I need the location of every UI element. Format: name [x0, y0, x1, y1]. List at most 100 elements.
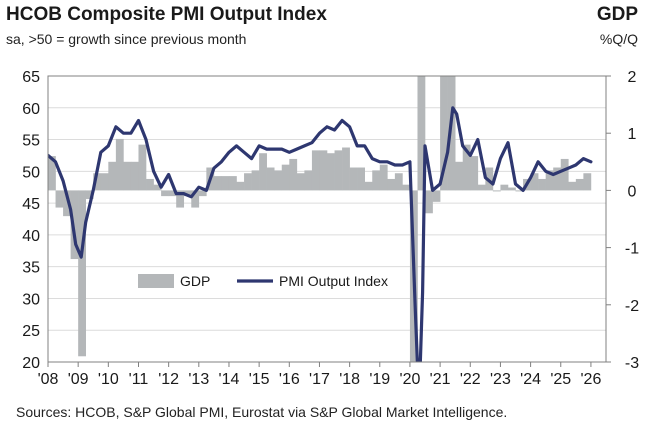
- gdp-bar: [477, 184, 486, 191]
- gdp-bar: [575, 178, 584, 191]
- gdp-bar: [70, 190, 79, 260]
- gdp-bar: [372, 170, 381, 191]
- x-tick-label: '16: [279, 371, 300, 388]
- gdp-bar: [568, 181, 577, 191]
- gdp-bar: [108, 161, 117, 191]
- gdp-bar: [560, 158, 569, 191]
- right-tick-label: -3: [625, 355, 639, 372]
- left-tick-label: 20: [22, 355, 40, 372]
- gdp-bar: [583, 173, 592, 191]
- x-tick-label: '14: [219, 371, 240, 388]
- x-tick-label: '12: [158, 371, 179, 388]
- x-tick-label: '21: [430, 371, 451, 388]
- gdp-bar: [266, 167, 275, 191]
- gdp-bar: [168, 190, 177, 197]
- gdp-bar: [379, 164, 388, 191]
- gdp-bar: [274, 170, 283, 191]
- gdp-bar: [146, 178, 154, 191]
- gdp-bar: [357, 167, 366, 191]
- left-tick-label: 65: [22, 69, 40, 86]
- gdp-bar: [364, 181, 373, 191]
- gdp-bar: [63, 190, 71, 217]
- left-tick-label: 55: [22, 133, 40, 150]
- left-tick-label: 30: [22, 291, 40, 308]
- x-tick-label: '22: [460, 371, 481, 388]
- gdp-bar: [349, 167, 358, 191]
- gdp-bar: [327, 153, 335, 191]
- x-tick-label: '09: [68, 371, 89, 388]
- x-tick-label: '19: [369, 371, 390, 388]
- gdp-bar: [48, 156, 56, 191]
- right-tick-label: 1: [628, 126, 637, 143]
- right-axis-unit: %Q/Q: [599, 31, 638, 47]
- gdp-bar: [153, 184, 162, 191]
- gdp-bar: [530, 173, 539, 191]
- gdp-bar: [334, 150, 343, 191]
- gdp-bar: [425, 190, 433, 214]
- gdp-bar: [236, 181, 245, 191]
- gdp-bar: [319, 150, 328, 191]
- gdp-bar: [198, 190, 207, 197]
- gdp-bar: [342, 147, 350, 191]
- x-tick-label: '17: [309, 371, 330, 388]
- x-tick-label: '26: [580, 371, 601, 388]
- left-tick-label: 45: [22, 196, 40, 213]
- left-tick-label: 35: [22, 260, 40, 277]
- gdp-bar: [191, 190, 200, 208]
- gdp-bar: [221, 176, 230, 191]
- x-tick-label: '18: [339, 371, 360, 388]
- gdp-bar: [500, 184, 509, 191]
- gdp-bar: [545, 170, 554, 191]
- gdp-bar: [183, 190, 192, 197]
- gdp-bar: [447, 76, 456, 191]
- gdp-bar: [115, 138, 124, 191]
- gdp-bar: [402, 184, 411, 191]
- x-tick-label: '10: [98, 371, 119, 388]
- gdp-bar: [93, 173, 102, 191]
- left-tick-label: 60: [22, 101, 40, 118]
- gdp-bar: [289, 158, 298, 191]
- gdp-bar: [78, 190, 87, 357]
- gdp-bar: [176, 190, 185, 208]
- right-tick-label: -1: [625, 241, 639, 258]
- x-tick-label: '23: [490, 371, 511, 388]
- left-tick-label: 50: [22, 164, 40, 181]
- gdp-bar: [462, 144, 471, 191]
- pmi-line: [48, 106, 593, 362]
- source-note: Sources: HCOB, S&P Global PMI, Eurostat …: [16, 404, 508, 420]
- legend-pmi-label: PMI Output Index: [279, 273, 388, 289]
- chart-subtitle: sa, >50 = growth since previous month: [6, 31, 247, 47]
- gdp-bar: [138, 144, 147, 191]
- gdp-bar: [251, 170, 260, 191]
- gdp-bar: [123, 161, 132, 191]
- chart-title: HCOB Composite PMI Output Index: [6, 4, 327, 25]
- gdp-bar: [55, 190, 64, 208]
- gdp-bar: [281, 164, 290, 191]
- gdp-bar: [440, 76, 448, 191]
- x-tick-label: '15: [249, 371, 270, 388]
- gdp-bar: [259, 153, 267, 191]
- x-tick-label: '20: [400, 371, 421, 388]
- right-axis-title: GDP: [596, 4, 638, 25]
- gdp-bar: [228, 176, 237, 191]
- x-tick-label: '11: [129, 371, 149, 388]
- right-tick-label: -2: [625, 298, 639, 315]
- pmi-gdp-chart: 65 60 55 50 45 40 35 30 25 20 2 1 0 -1 -2 -3 '08 '09 '10 '1…: [22, 69, 639, 388]
- x-tick-label: '24: [520, 371, 541, 388]
- plot-frame: [47, 75, 607, 363]
- gdp-bar: [515, 190, 524, 192]
- right-tick-label: 2: [628, 69, 637, 86]
- left-tick-label: 25: [22, 323, 40, 340]
- left-tick-label: 40: [22, 228, 40, 245]
- gdp-bar: [85, 190, 94, 199]
- gdp-bar: [387, 178, 396, 191]
- gdp-bar: [304, 170, 313, 191]
- gdp-bar: [553, 167, 562, 191]
- gdp-bar: [244, 173, 252, 191]
- x-tick-label: '25: [550, 371, 571, 388]
- gdp-bar: [417, 76, 426, 191]
- gdp-bar: [130, 161, 139, 191]
- gdp-bar: [455, 161, 464, 191]
- x-tick-label: '13: [188, 371, 209, 388]
- x-tick-label: '08: [38, 371, 59, 388]
